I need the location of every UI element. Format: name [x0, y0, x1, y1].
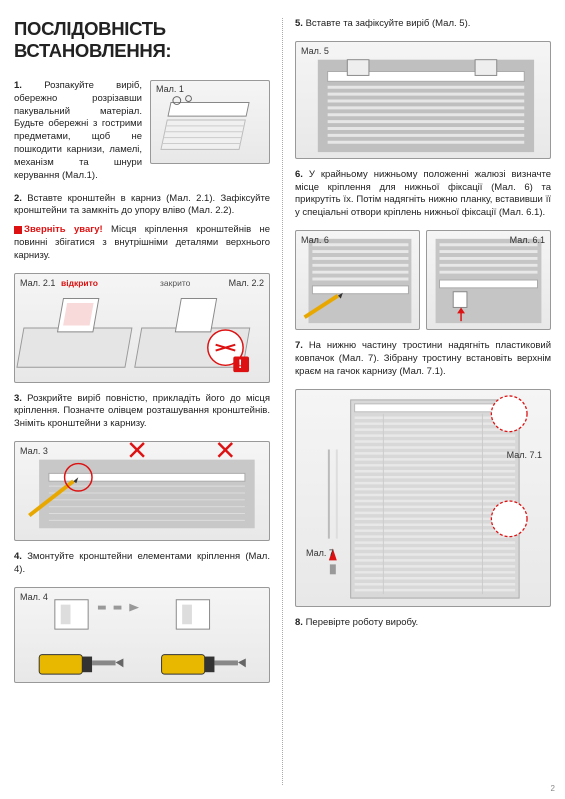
left-column: ПОСЛІДОВНІСТЬ ВСТАНОВЛЕННЯ: 1. Розпакуйт… — [14, 18, 270, 785]
figure-5-label: Мал. 5 — [301, 46, 329, 56]
step-6: 6. У крайньому нижньому положенні жалюзі… — [295, 169, 551, 220]
step-2-text: 2. Вставте кронштейн в карниз (Мал. 2.1)… — [14, 193, 270, 219]
step-5: 5. Вставте та зафіксуйте виріб (Мал. 5). — [295, 18, 551, 31]
main-title: ПОСЛІДОВНІСТЬ ВСТАНОВЛЕННЯ: — [14, 18, 270, 62]
step-4-text: 4. Змонтуйте кронштейни елементами кріпл… — [14, 551, 270, 577]
figure-1: Мал. 1 — [150, 80, 270, 164]
figure-6-1-label: Мал. 6.1 — [510, 235, 545, 245]
figure-3: Мал. 3 — [14, 441, 270, 541]
figure-4-illustration — [15, 588, 269, 682]
figure-2-open-label: відкрито — [61, 278, 98, 288]
figure-6-1: Мал. 6.1 — [426, 230, 551, 330]
figure-6-1-illustration — [427, 231, 550, 329]
figure-6-label: Мал. 6 — [301, 235, 329, 245]
figure-5: Мал. 5 — [295, 41, 551, 159]
figure-3-label: Мал. 3 — [20, 446, 48, 456]
figure-6-illustration — [296, 231, 419, 329]
step-1-text: 1. Розпакуйте виріб, обережно розрізавши… — [14, 80, 142, 183]
figure-3-illustration — [15, 442, 269, 540]
step-7-text: 7. На нижню частину тростини надягніть п… — [295, 340, 551, 378]
figure-2-closed-label: закрито — [160, 278, 190, 288]
figure-5-illustration — [296, 42, 550, 158]
step-2: 2. Вставте кронштейн в карниз (Мал. 2.1)… — [14, 193, 270, 263]
figure-6-row: Мал. 6 Мал. 6.1 — [295, 230, 551, 330]
step-3-text: 3. Розкрийте виріб повністю, прикладіть … — [14, 393, 270, 431]
figure-7-label: Мал. 7 — [306, 548, 334, 558]
figure-2-illustration: ! — [15, 274, 269, 382]
figure-7-1-label: Мал. 7.1 — [507, 450, 542, 460]
right-column: 5. Вставте та зафіксуйте виріб (Мал. 5).… — [295, 18, 551, 785]
step-5-text: 5. Вставте та зафіксуйте виріб (Мал. 5). — [295, 18, 551, 31]
figure-2-1-label: Мал. 2.1 — [20, 278, 55, 288]
figure-4-label: Мал. 4 — [20, 592, 48, 602]
figure-7-illustration — [296, 390, 550, 606]
step-7: 7. На нижню частину тростини надягніть п… — [295, 340, 551, 378]
warning-icon — [14, 226, 22, 234]
page-container: ПОСЛІДОВНІСТЬ ВСТАНОВЛЕННЯ: 1. Розпакуйт… — [0, 0, 565, 799]
step-6-text: 6. У крайньому нижньому положенні жалюзі… — [295, 169, 551, 220]
figure-2-2-label: Мал. 2.2 — [229, 278, 264, 288]
figure-7: Мал. 7 Мал. 7.1 — [295, 389, 551, 607]
figure-6: Мал. 6 — [295, 230, 420, 330]
figure-4: Мал. 4 — [14, 587, 270, 683]
step-2-warning: Зверніть увагу! Місця кріплення кронштей… — [14, 224, 270, 262]
step-8-text: 8. Перевірте роботу виробу. — [295, 617, 551, 630]
figure-1-label: Мал. 1 — [156, 84, 184, 94]
page-number: 2 — [551, 784, 555, 793]
figure-2: Мал. 2.1 відкрито закрито Мал. 2.2 ! — [14, 273, 270, 383]
column-divider — [282, 18, 283, 785]
step-1: 1. Розпакуйте виріб, обережно розрізавши… — [14, 80, 270, 183]
step-4: 4. Змонтуйте кронштейни елементами кріпл… — [14, 551, 270, 577]
svg-text:!: ! — [238, 358, 242, 371]
step-3: 3. Розкрийте виріб повністю, прикладіть … — [14, 393, 270, 431]
